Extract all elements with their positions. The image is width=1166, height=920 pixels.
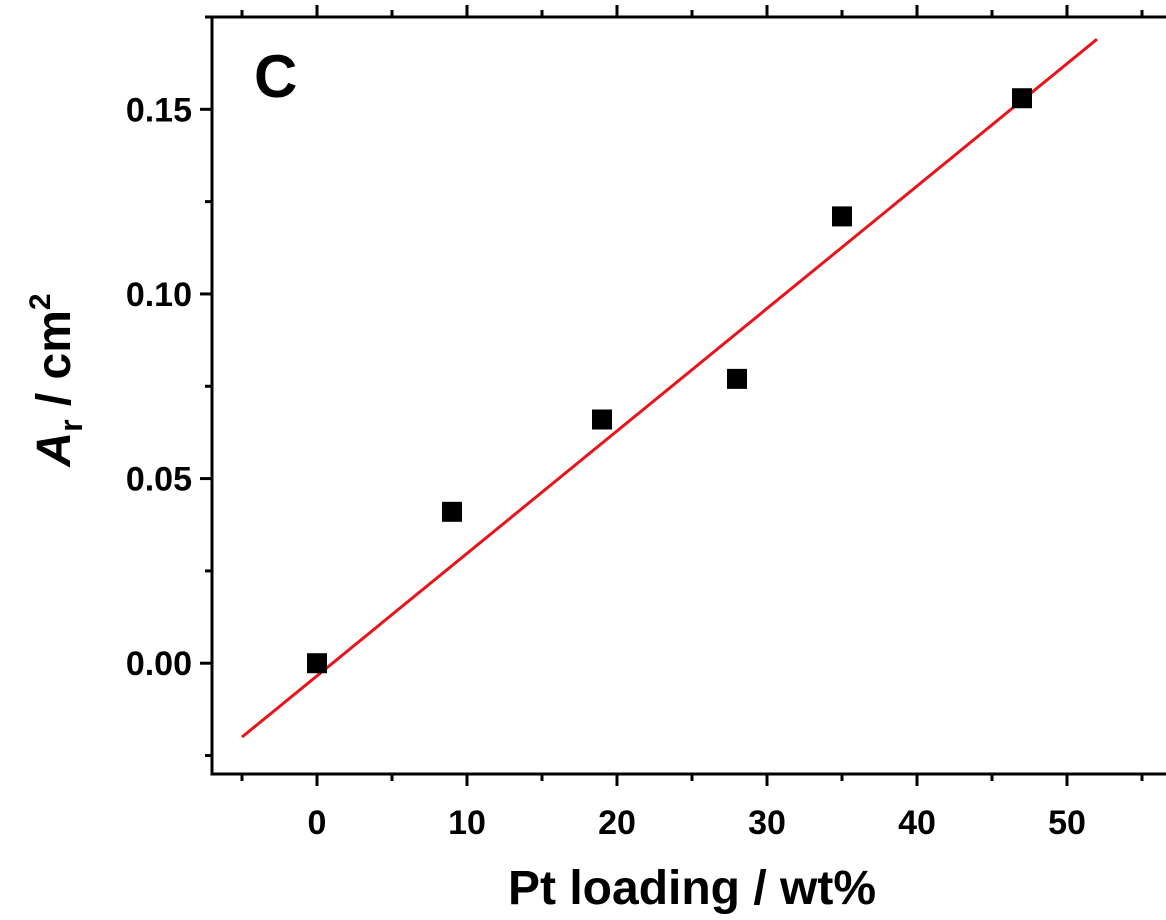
x-tick-label: 10 [448, 804, 486, 842]
data-point [727, 368, 747, 389]
x-tick-label: 0 [308, 804, 327, 842]
y-axis-ticks: 0.00 0.05 0.10 0.15 [126, 15, 212, 758]
linear-fit-line [241, 37, 1098, 739]
x-axis-ticks: 0 10 20 30 40 50 [240, 5, 1144, 842]
x-tick-label: 30 [748, 804, 786, 842]
panel-label: C [254, 43, 297, 110]
y-axis-unit: / cm [28, 310, 81, 419]
data-point [307, 653, 327, 674]
x-tick-label: 20 [598, 804, 636, 842]
x-axis-title: Pt loading / wt% [508, 862, 876, 915]
y-axis-subscript: r [53, 419, 89, 431]
data-point [832, 206, 852, 227]
y-axis-symbol: A [28, 432, 81, 468]
y-tick-label: 0.05 [126, 461, 192, 499]
y-tick-label: 0.15 [126, 91, 192, 129]
x-tick-label: 50 [1048, 804, 1086, 842]
data-point [442, 501, 462, 522]
plot-frame [210, 15, 1166, 776]
x-tick-label: 40 [898, 804, 936, 842]
y-tick-label: 0.00 [126, 645, 192, 683]
y-axis-superscript: 2 [24, 293, 57, 310]
data-point [592, 409, 612, 430]
data-points [307, 88, 1032, 674]
y-axis-title: Ar / cm2 [24, 293, 89, 467]
fit-line-group [241, 37, 1098, 739]
y-tick-label: 0.10 [126, 276, 192, 314]
data-point [1012, 88, 1032, 109]
